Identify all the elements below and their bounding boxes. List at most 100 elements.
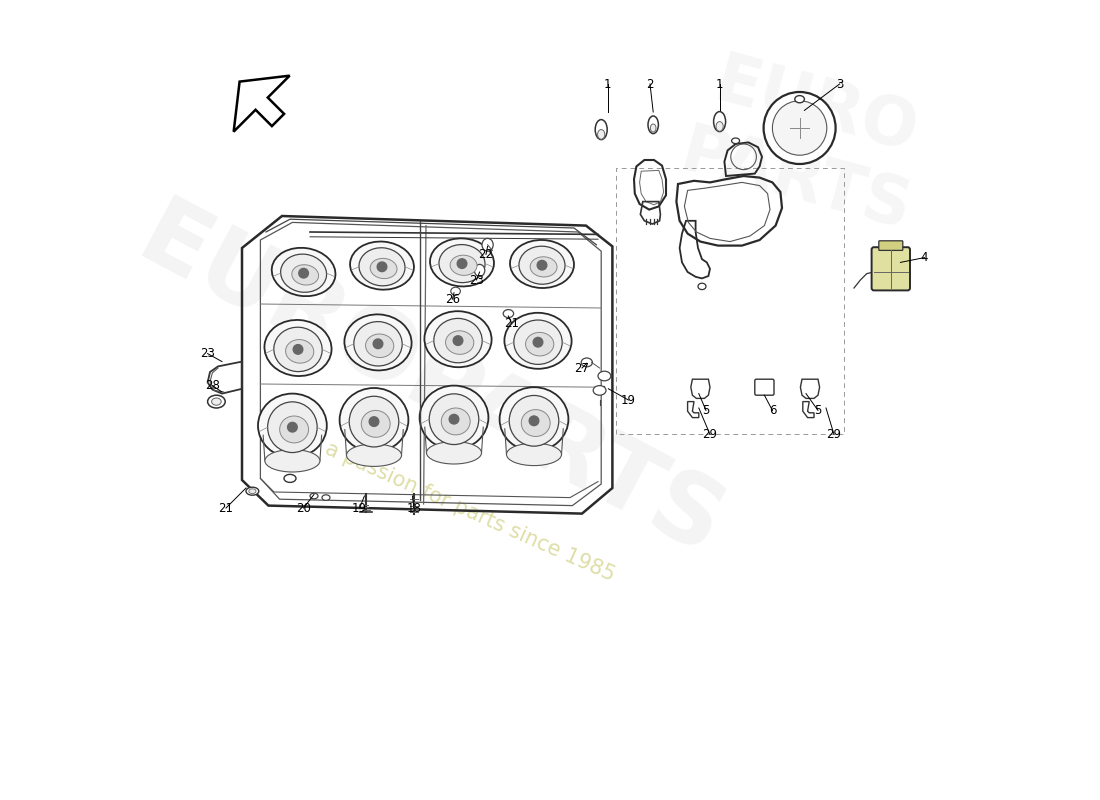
Ellipse shape bbox=[286, 339, 313, 363]
Text: a passion for parts since 1985: a passion for parts since 1985 bbox=[322, 439, 618, 585]
Text: 1: 1 bbox=[716, 78, 724, 90]
Circle shape bbox=[772, 101, 827, 155]
Circle shape bbox=[373, 339, 383, 349]
Ellipse shape bbox=[593, 386, 606, 395]
Ellipse shape bbox=[322, 494, 330, 501]
FancyBboxPatch shape bbox=[879, 241, 903, 250]
Ellipse shape bbox=[359, 248, 405, 286]
Circle shape bbox=[453, 336, 463, 346]
Text: 5: 5 bbox=[814, 404, 822, 417]
Text: 1: 1 bbox=[604, 78, 612, 90]
Ellipse shape bbox=[503, 310, 514, 318]
Ellipse shape bbox=[530, 257, 557, 277]
Ellipse shape bbox=[267, 402, 317, 453]
Ellipse shape bbox=[519, 246, 565, 284]
Text: 21: 21 bbox=[219, 502, 233, 514]
Ellipse shape bbox=[505, 313, 572, 369]
Ellipse shape bbox=[361, 410, 390, 438]
Circle shape bbox=[458, 258, 466, 268]
Ellipse shape bbox=[526, 332, 553, 356]
Ellipse shape bbox=[650, 124, 656, 132]
Ellipse shape bbox=[264, 320, 331, 376]
Circle shape bbox=[537, 261, 547, 270]
Text: 6: 6 bbox=[769, 404, 777, 417]
Ellipse shape bbox=[365, 334, 394, 358]
Ellipse shape bbox=[795, 96, 804, 103]
Ellipse shape bbox=[284, 474, 296, 482]
Ellipse shape bbox=[510, 240, 574, 288]
Text: EUROPARTS: EUROPARTS bbox=[122, 191, 738, 577]
Ellipse shape bbox=[208, 395, 226, 408]
Ellipse shape bbox=[716, 122, 723, 131]
Ellipse shape bbox=[272, 248, 336, 296]
Ellipse shape bbox=[430, 238, 494, 286]
Ellipse shape bbox=[521, 410, 550, 437]
Ellipse shape bbox=[246, 487, 258, 495]
Text: 20: 20 bbox=[296, 502, 311, 514]
Ellipse shape bbox=[509, 395, 559, 446]
Ellipse shape bbox=[350, 242, 414, 290]
Ellipse shape bbox=[714, 111, 726, 131]
Ellipse shape bbox=[433, 318, 482, 362]
Text: 2: 2 bbox=[647, 78, 653, 90]
Ellipse shape bbox=[354, 322, 403, 366]
Text: 3: 3 bbox=[836, 78, 844, 90]
Ellipse shape bbox=[698, 283, 706, 290]
Circle shape bbox=[377, 262, 387, 271]
Ellipse shape bbox=[310, 493, 318, 499]
Ellipse shape bbox=[429, 394, 478, 445]
Text: 5: 5 bbox=[702, 404, 710, 417]
Text: 27: 27 bbox=[574, 362, 590, 374]
Ellipse shape bbox=[597, 130, 605, 139]
Ellipse shape bbox=[474, 264, 485, 276]
Ellipse shape bbox=[292, 265, 319, 285]
Text: 26: 26 bbox=[444, 293, 460, 306]
Ellipse shape bbox=[371, 258, 397, 278]
Circle shape bbox=[294, 345, 302, 354]
Ellipse shape bbox=[598, 371, 611, 381]
Ellipse shape bbox=[514, 320, 562, 364]
Text: 19: 19 bbox=[620, 394, 636, 406]
Text: EURO
PARTS: EURO PARTS bbox=[673, 45, 938, 243]
Ellipse shape bbox=[419, 386, 488, 450]
Ellipse shape bbox=[499, 387, 569, 451]
Circle shape bbox=[534, 338, 542, 347]
Text: 29: 29 bbox=[703, 428, 717, 441]
Ellipse shape bbox=[258, 394, 327, 458]
Text: 21: 21 bbox=[504, 317, 519, 330]
Ellipse shape bbox=[211, 398, 221, 406]
Circle shape bbox=[287, 422, 297, 432]
Ellipse shape bbox=[450, 255, 477, 275]
Ellipse shape bbox=[451, 287, 461, 295]
Circle shape bbox=[370, 417, 378, 426]
Circle shape bbox=[763, 92, 836, 164]
FancyBboxPatch shape bbox=[871, 247, 910, 290]
Ellipse shape bbox=[425, 311, 492, 367]
Ellipse shape bbox=[280, 254, 327, 292]
Text: 18: 18 bbox=[407, 502, 421, 514]
Ellipse shape bbox=[344, 314, 411, 370]
Ellipse shape bbox=[446, 330, 474, 354]
Text: 29: 29 bbox=[826, 428, 842, 441]
Ellipse shape bbox=[265, 450, 320, 472]
Text: 19: 19 bbox=[352, 502, 367, 514]
Ellipse shape bbox=[439, 245, 485, 282]
Ellipse shape bbox=[441, 408, 470, 435]
Circle shape bbox=[529, 416, 539, 426]
Ellipse shape bbox=[249, 489, 256, 494]
Text: 23: 23 bbox=[469, 274, 484, 286]
Ellipse shape bbox=[581, 358, 593, 366]
Ellipse shape bbox=[595, 119, 607, 139]
Ellipse shape bbox=[346, 444, 402, 466]
Ellipse shape bbox=[340, 388, 408, 452]
FancyBboxPatch shape bbox=[755, 379, 774, 395]
Ellipse shape bbox=[732, 138, 739, 144]
Ellipse shape bbox=[648, 116, 659, 134]
Text: 23: 23 bbox=[200, 347, 214, 360]
Ellipse shape bbox=[274, 327, 322, 371]
Ellipse shape bbox=[506, 443, 561, 466]
Circle shape bbox=[449, 414, 459, 424]
Circle shape bbox=[299, 268, 308, 278]
Ellipse shape bbox=[482, 238, 493, 251]
Ellipse shape bbox=[349, 396, 399, 447]
